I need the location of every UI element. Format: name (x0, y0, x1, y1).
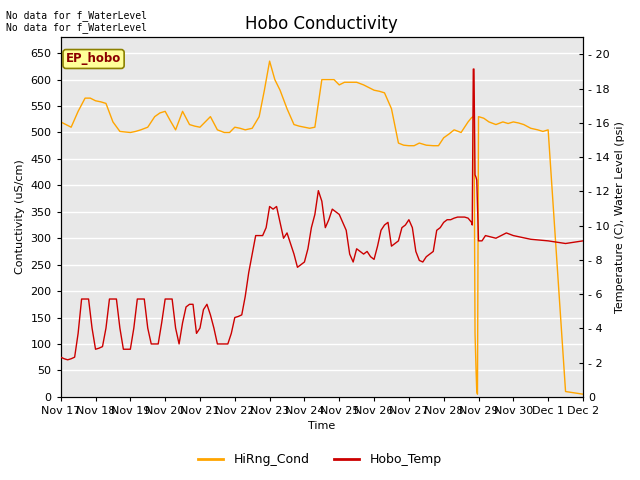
Text: No data for f_WaterLevel
No data for f_WaterLevel: No data for f_WaterLevel No data for f_W… (6, 10, 147, 33)
X-axis label: Time: Time (308, 421, 335, 432)
Text: EP_hobo: EP_hobo (66, 52, 121, 65)
Title: Hobo Conductivity: Hobo Conductivity (246, 15, 398, 33)
Y-axis label: Contuctivity (uS/cm): Contuctivity (uS/cm) (15, 160, 25, 275)
Legend: HiRng_Cond, Hobo_Temp: HiRng_Cond, Hobo_Temp (193, 448, 447, 471)
Y-axis label: Temperature (C), Water Level (psi): Temperature (C), Water Level (psi) (615, 121, 625, 313)
